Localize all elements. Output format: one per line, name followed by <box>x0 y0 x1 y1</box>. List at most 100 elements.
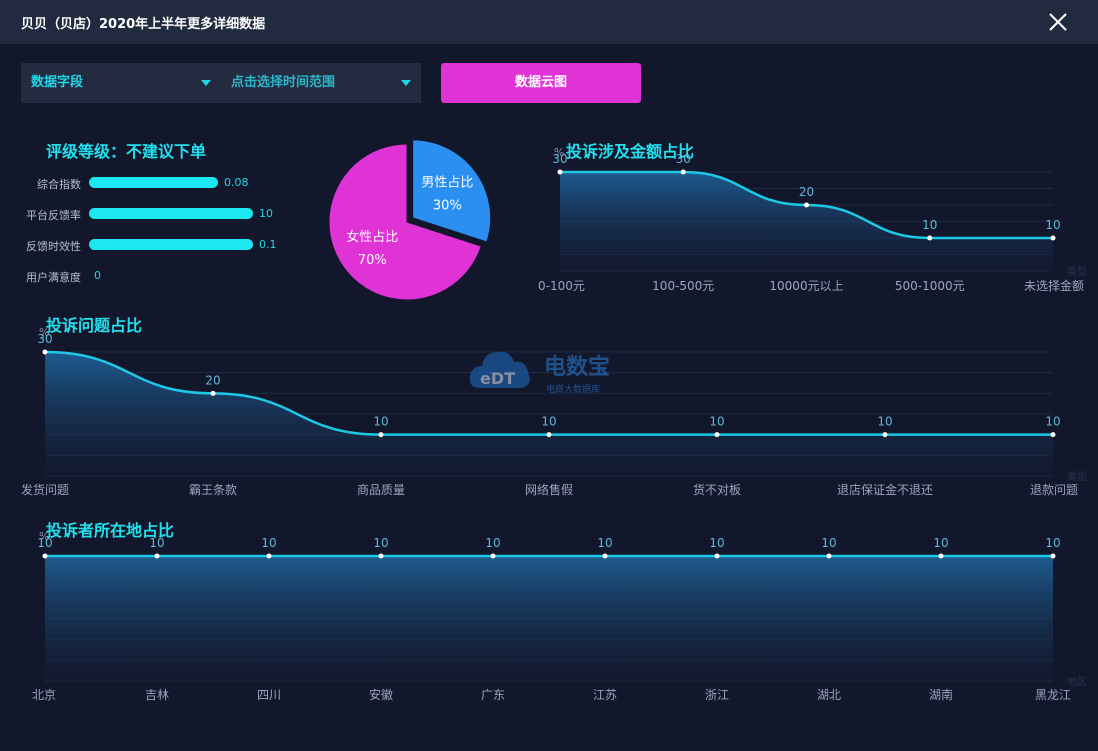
data-label: 10 <box>485 536 500 550</box>
x-tick-label: 100-500元 <box>652 279 714 293</box>
data-point <box>714 553 720 559</box>
data-point <box>546 432 552 438</box>
field-select-label: 数据字段 <box>31 75 84 90</box>
x-tick-label: 商品质量 <box>357 482 405 497</box>
cloud-logo-icon: eDT 电数宝 电商大数据库 <box>469 351 610 395</box>
y-axis-unit: % <box>39 326 49 339</box>
data-point <box>42 553 48 559</box>
filter-bar: 数据字段 点击选择时间范围 <box>21 63 421 103</box>
data-point <box>154 553 160 559</box>
data-label: 10 <box>261 536 276 550</box>
data-point <box>602 553 608 559</box>
x-tick-label: 0-100元 <box>538 279 585 293</box>
data-label: 10 <box>922 218 937 232</box>
rating-title: 评级等级：不建议下单 <box>46 142 207 161</box>
data-point <box>714 432 720 438</box>
metric-value: 0 <box>94 269 101 282</box>
x-tick-label: 霸王条款 <box>189 483 237 497</box>
gender-pie-chart: 男性占比 30% 女性占比 70% <box>328 139 492 301</box>
chevron-down-icon <box>401 80 411 86</box>
title-bar: 贝贝（贝店）2020年上半年更多详细数据 <box>0 0 1098 44</box>
data-point <box>927 235 933 241</box>
data-label: 10 <box>373 415 388 429</box>
x-tick-label: 未选择金额 <box>1024 278 1084 293</box>
area-fill <box>45 352 1053 476</box>
data-point <box>1050 553 1056 559</box>
issue-chart-title: 投诉问题占比 <box>46 316 143 335</box>
pie-slice-label: 男性占比 <box>421 176 473 191</box>
data-label: 10 <box>1045 218 1060 232</box>
data-label: 10 <box>709 536 724 550</box>
chevron-down-icon <box>201 80 211 86</box>
data-point <box>1050 432 1056 438</box>
time-range-label: 点击选择时间范围 <box>231 75 336 90</box>
data-label: 10 <box>373 536 388 550</box>
data-point <box>680 169 686 175</box>
metric-bar <box>89 239 253 250</box>
data-point <box>882 432 888 438</box>
data-label: 10 <box>709 415 724 429</box>
area-fill <box>45 556 1053 681</box>
x-tick-label: 湖北 <box>817 687 841 702</box>
data-point <box>266 553 272 559</box>
x-axis-name: 类型 <box>1067 470 1087 483</box>
y-axis-unit: % <box>39 530 49 543</box>
x-tick-label: 发货问题 <box>21 482 69 497</box>
data-label: 10 <box>597 536 612 550</box>
close-icon[interactable] <box>1048 12 1068 32</box>
x-tick-label: 10000元以上 <box>769 279 843 293</box>
pie-slice <box>412 139 492 243</box>
amount-chart-title: 投诉涉及金额占比 <box>566 142 695 161</box>
x-tick-label: 退款问题 <box>1030 483 1078 497</box>
x-axis-name: 地区 <box>1067 675 1087 688</box>
data-label: 10 <box>1045 536 1060 550</box>
data-point <box>804 202 809 208</box>
data-point <box>378 553 384 559</box>
data-label: 10 <box>37 536 52 550</box>
metric-label: 反馈时效性 <box>26 240 81 253</box>
x-tick-label: 货不对板 <box>693 482 741 497</box>
x-tick-label: 退店保证金不退还 <box>837 482 933 497</box>
metric-value: 0.1 <box>259 238 277 251</box>
time-range-select[interactable]: 点击选择时间范围 <box>231 63 416 103</box>
data-label: 10 <box>1045 415 1060 429</box>
data-point <box>210 390 216 396</box>
x-tick-label: 安徽 <box>369 687 393 702</box>
y-axis-unit: % <box>554 146 564 159</box>
pie-slice <box>328 143 482 301</box>
brand-text: 电数宝 <box>544 354 610 380</box>
location-chart-title: 投诉者所在地占比 <box>46 521 175 540</box>
x-tick-label: 江苏 <box>593 688 617 702</box>
metric-label: 平台反馈率 <box>26 209 81 222</box>
x-tick-label: 四川 <box>257 688 281 702</box>
data-point <box>490 553 496 559</box>
data-point <box>938 553 944 559</box>
data-point <box>378 432 384 438</box>
pie-slice-value: 70% <box>358 253 387 268</box>
x-tick-label: 网络售假 <box>525 482 573 497</box>
data-label: 20 <box>205 373 220 387</box>
data-label: 10 <box>877 415 892 429</box>
window-title: 贝贝（贝店）2020年上半年更多详细数据 <box>21 17 266 32</box>
x-tick-label: 吉林 <box>145 688 169 702</box>
field-select[interactable]: 数据字段 <box>31 63 216 103</box>
x-tick-label: 湖南 <box>929 687 953 702</box>
x-tick-label: 浙江 <box>705 688 729 702</box>
watermark: eDT 电数宝 电商大数据库 <box>468 340 638 404</box>
data-label: 30 <box>552 152 567 166</box>
data-point <box>42 349 48 355</box>
x-tick-label: 500-1000元 <box>895 279 965 293</box>
data-label: 10 <box>933 536 948 550</box>
data-cloud-button[interactable]: 数据云图 <box>441 63 641 103</box>
metric-label: 综合指数 <box>37 178 81 191</box>
x-axis-name: 类型 <box>1067 265 1087 278</box>
data-point <box>557 169 563 175</box>
x-tick-label: 广东 <box>481 688 505 702</box>
metric-bar <box>89 208 253 219</box>
data-point <box>1050 235 1056 241</box>
data-point <box>826 553 832 559</box>
data-label: 30 <box>676 152 691 166</box>
logo-text: eDT <box>480 369 515 388</box>
area-fill <box>560 172 1053 271</box>
pie-slice-value: 30% <box>433 199 462 214</box>
